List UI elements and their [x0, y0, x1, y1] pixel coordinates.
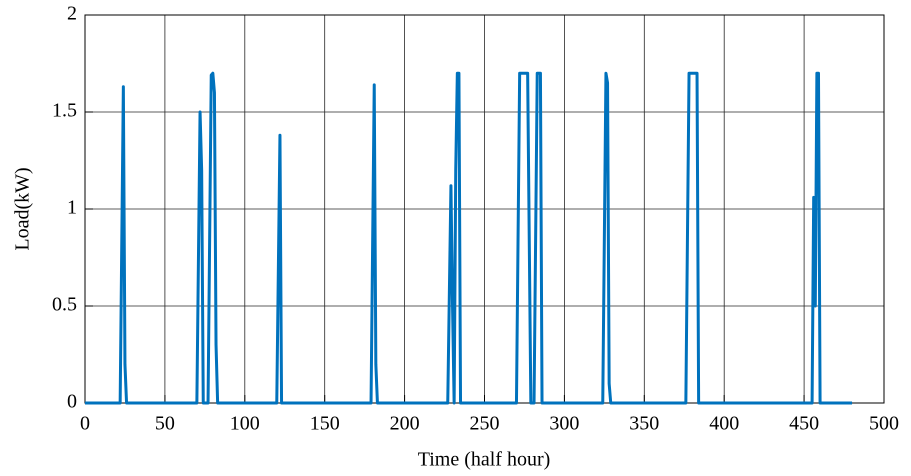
y-tick-label: 1.5: [52, 100, 77, 122]
x-axis-label: Time (half hour): [418, 449, 551, 471]
data-line: [85, 71, 853, 405]
x-tick-label: 500: [869, 413, 899, 435]
y-tick-label: 0: [67, 391, 77, 413]
y-tick-label: 0.5: [52, 294, 77, 316]
x-tick-label: 50: [155, 413, 175, 435]
x-tick-label: 0: [80, 413, 90, 435]
x-tick-label: 450: [789, 413, 819, 435]
x-tick-label: 100: [230, 413, 260, 435]
x-tick-label: 300: [549, 413, 579, 435]
x-tick-label: 350: [629, 413, 659, 435]
x-tick-label: 200: [390, 413, 420, 435]
x-tick-label: 250: [470, 413, 500, 435]
x-tick-label: 400: [709, 413, 739, 435]
x-tick-label: 150: [310, 413, 340, 435]
y-tick-label: 1: [67, 197, 77, 219]
y-axis-label: Load(kW): [12, 167, 34, 250]
y-tick-label: 2: [67, 3, 77, 25]
